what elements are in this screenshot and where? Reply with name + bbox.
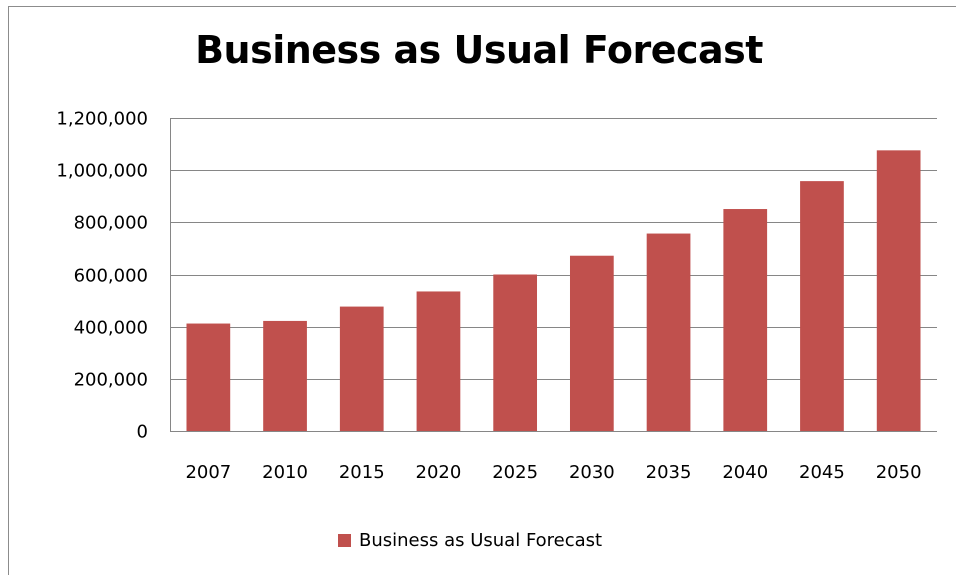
bar (723, 209, 768, 431)
x-tick-label: 2050 (876, 462, 922, 483)
y-tick-label: 1,200,000 (56, 109, 148, 130)
legend-swatch (338, 534, 351, 547)
x-tick-label: 2020 (416, 462, 462, 483)
bar (493, 274, 538, 431)
y-tick-label: 400,000 (74, 318, 148, 339)
chart-frame (8, 6, 956, 575)
x-tick-label: 2007 (185, 462, 231, 483)
x-tick-label: 2040 (722, 462, 768, 483)
y-tick-label: 1,000,000 (56, 161, 148, 182)
bar (186, 323, 231, 431)
y-tick-label: 800,000 (74, 213, 148, 234)
x-tick-label: 2045 (799, 462, 845, 483)
legend-label: Business as Usual Forecast (359, 530, 603, 551)
x-tick-label: 2015 (339, 462, 385, 483)
x-tick-label: 2025 (492, 462, 538, 483)
bar (569, 255, 614, 431)
y-tick-label: 200,000 (74, 370, 148, 391)
y-tick-label: 600,000 (74, 266, 148, 287)
chart-title: Business as Usual Forecast (195, 28, 763, 72)
bar (416, 291, 461, 431)
bar (263, 320, 307, 431)
y-tick-label: 0 (137, 422, 148, 443)
x-tick-label: 2035 (646, 462, 692, 483)
legend: Business as Usual Forecast (338, 530, 602, 551)
bar (339, 306, 384, 431)
bar (800, 181, 844, 431)
bar (646, 233, 691, 431)
x-tick-label: 2010 (262, 462, 308, 483)
bar (876, 150, 921, 432)
x-tick-label: 2030 (569, 462, 615, 483)
